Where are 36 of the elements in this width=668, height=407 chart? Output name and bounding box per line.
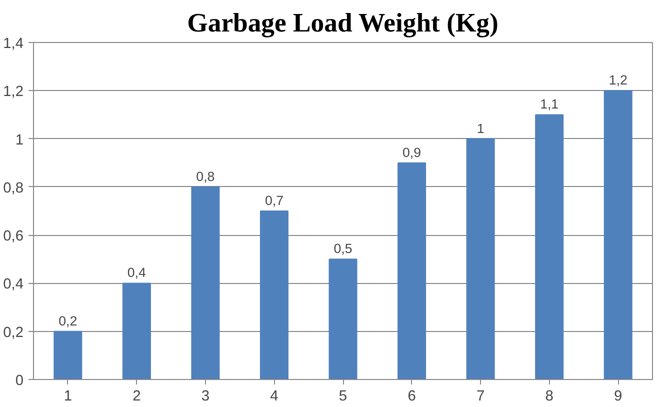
- x-tick-label: 6: [408, 388, 416, 404]
- bar: [604, 90, 632, 380]
- bar: [466, 138, 495, 380]
- x-tick-label: 5: [338, 388, 348, 404]
- x-tick-label: 1: [64, 388, 72, 404]
- data-label: 1: [476, 120, 484, 136]
- data-label: 0,7: [264, 193, 284, 208]
- y-tick-label: 0,6: [3, 228, 24, 245]
- data-label: 0,4: [127, 265, 147, 280]
- bar: [328, 258, 358, 380]
- y-tick-label: 1: [15, 132, 24, 148]
- chart-title: Garbage Load Weight (Kg): [187, 8, 498, 38]
- bar: [122, 282, 151, 380]
- x-tick-label: 8: [545, 388, 554, 404]
- x-tick-label: 9: [614, 388, 622, 404]
- data-label: 0,2: [58, 313, 78, 328]
- y-tick-label: 1,4: [3, 36, 24, 52]
- y-tick-label: 1,2: [3, 84, 24, 100]
- bar: [191, 186, 220, 380]
- data-label: 0,5: [334, 241, 352, 256]
- y-tick-label: 0,4: [3, 276, 24, 293]
- data-label: 1,2: [608, 72, 628, 88]
- data-label: 0,8: [196, 168, 215, 184]
- x-tick-label: 4: [270, 388, 278, 404]
- y-tick-label: 0,2: [3, 324, 24, 341]
- bar: [260, 210, 288, 380]
- y-tick-label: 0,8: [3, 180, 24, 196]
- data-label: 0,9: [402, 144, 422, 160]
- x-tick-label: 7: [476, 388, 485, 404]
- bar: [398, 162, 426, 380]
- x-tick-label: 2: [132, 388, 141, 404]
- bar: [54, 330, 82, 380]
- x-tick-label: 3: [201, 388, 210, 404]
- bar: [535, 114, 564, 380]
- y-tick-label: 0: [15, 373, 24, 389]
- data-label: 1,1: [540, 96, 559, 112]
